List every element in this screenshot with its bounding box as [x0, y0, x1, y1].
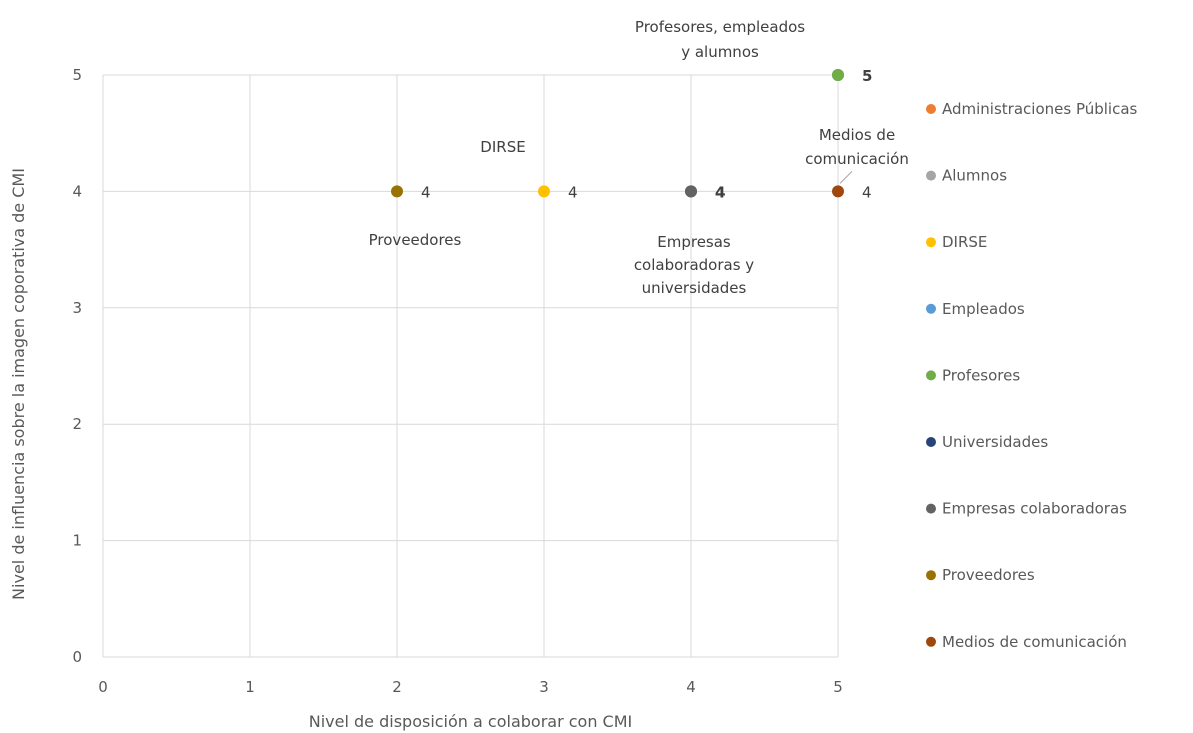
x-axis-title: Nivel de disposición a colaborar con CMI [309, 712, 633, 731]
data-label: 5 [862, 67, 872, 85]
label-leader-line [839, 171, 853, 184]
data-label: 4 [715, 183, 725, 201]
y-tick-label: 1 [72, 532, 82, 550]
y-tick-label: 4 [72, 182, 82, 200]
legend-label: Empleados [942, 300, 1025, 318]
annotation-label: universidades [642, 279, 747, 297]
annotation-label: DIRSE [480, 138, 525, 156]
data-label: 4 [421, 183, 431, 201]
legend-marker [926, 503, 936, 514]
legend-marker [926, 170, 936, 181]
annotation-label: Proveedores [369, 231, 462, 249]
y-tick-label: 3 [72, 299, 82, 317]
x-tick-label: 2 [392, 678, 402, 696]
legend-marker [926, 370, 936, 381]
legend-label: DIRSE [942, 233, 987, 251]
data-point [685, 185, 697, 198]
x-tick-label: 5 [833, 678, 843, 696]
data-point [538, 185, 550, 198]
legend-label: Administraciones Públicas [942, 100, 1138, 118]
data-point [832, 185, 844, 198]
x-tick-label: 3 [539, 678, 549, 696]
legend-marker [926, 237, 936, 248]
legend-label: Alumnos [942, 167, 1007, 185]
legend-marker [926, 303, 936, 314]
x-tick-label: 1 [245, 678, 255, 696]
data-point [391, 185, 403, 198]
data-point [832, 69, 844, 81]
x-tick-label: 0 [98, 678, 108, 696]
y-tick-label: 2 [72, 415, 82, 433]
plot-area [103, 75, 838, 657]
data-label: 4 [862, 183, 872, 201]
legend-label: Proveedores [942, 566, 1035, 584]
annotation-label: colaboradoras y [634, 256, 754, 274]
x-tick-label: 4 [686, 678, 696, 696]
data-label: 4 [715, 183, 725, 201]
data-label: 4 [568, 183, 578, 201]
legend-marker [926, 570, 936, 581]
legend-marker [926, 104, 936, 114]
annotation-label: Medios de [819, 126, 895, 144]
y-axis-title: Nivel de influencia sobre la imagen copo… [9, 168, 28, 600]
legend-label: Profesores [942, 366, 1020, 384]
annotation-label: comunicación [805, 150, 909, 168]
annotation-label: Empresas [657, 233, 731, 251]
legend-label: Medios de comunicación [942, 633, 1127, 651]
legend-marker [926, 437, 936, 447]
legend-label: Empresas colaboradoras [942, 500, 1127, 518]
legend-marker [926, 636, 936, 647]
annotation-label: Profesores, empleados [635, 18, 805, 36]
y-tick-label: 5 [72, 66, 82, 84]
legend-label: Universidades [942, 433, 1048, 451]
y-tick-label: 0 [72, 648, 82, 666]
annotation-label: y alumnos [681, 43, 759, 61]
